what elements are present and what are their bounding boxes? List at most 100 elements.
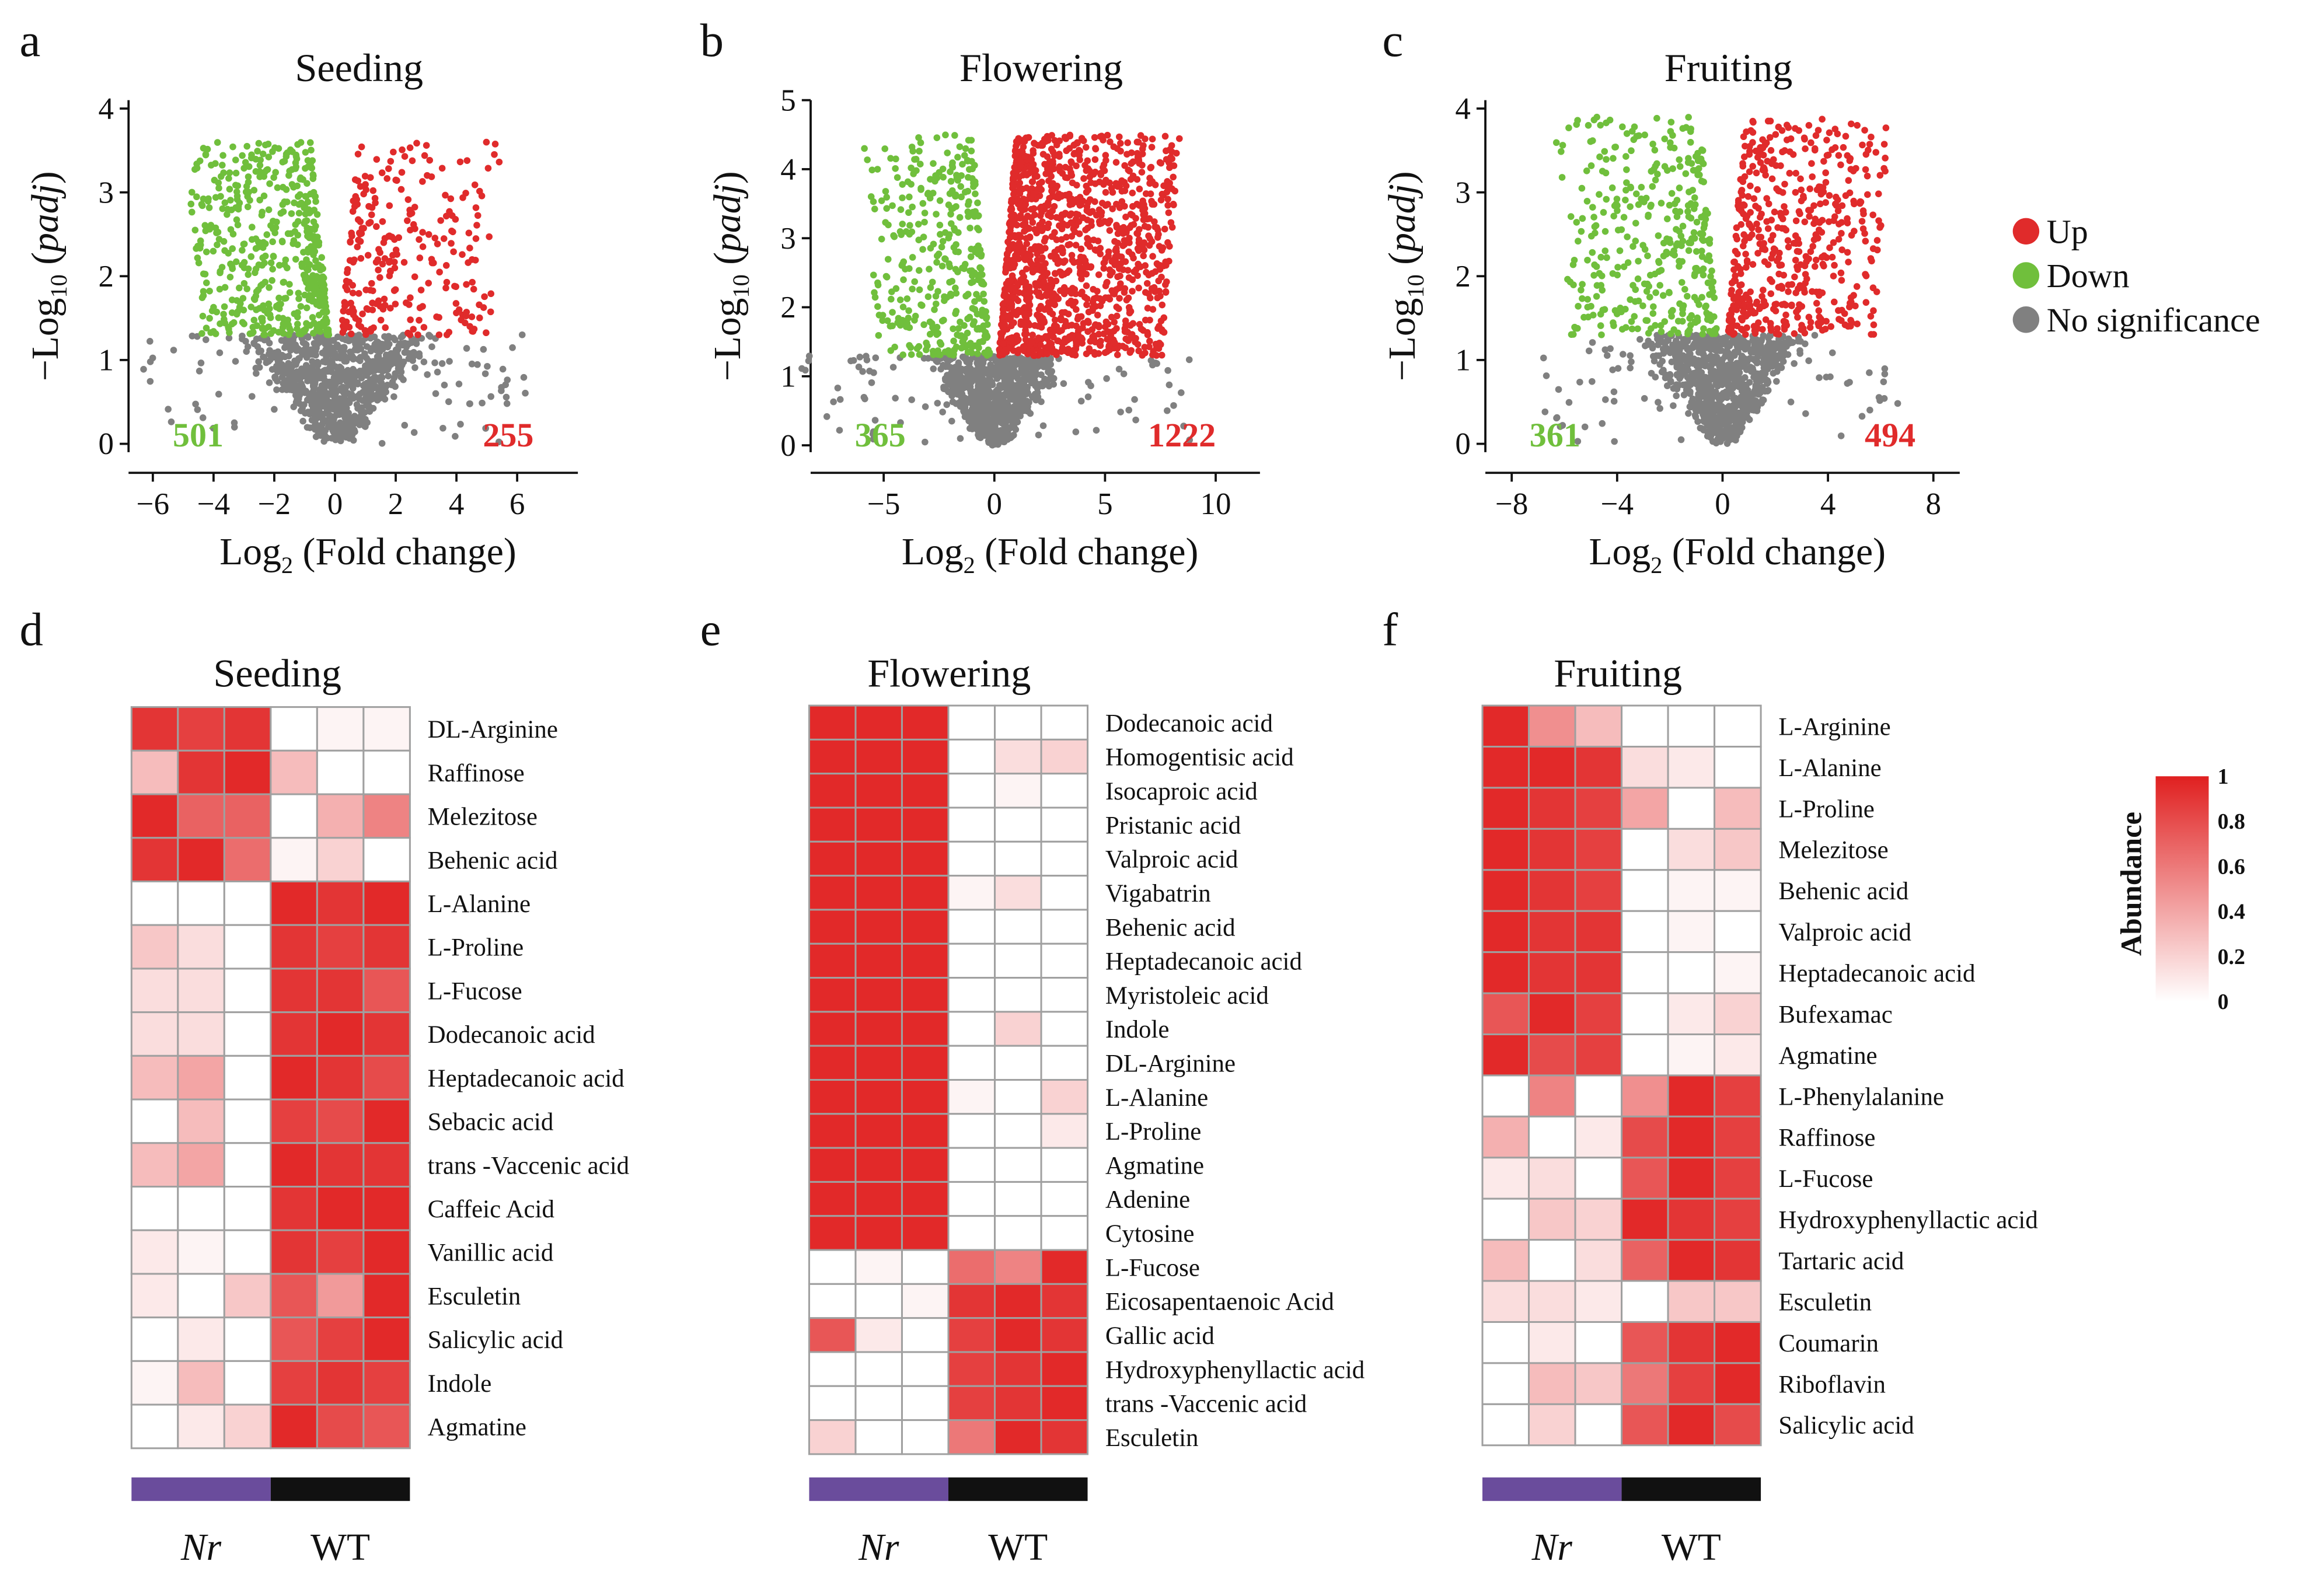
up-count: 255 [483,416,533,454]
up-point [1098,219,1105,227]
ns-point [479,399,486,407]
down-point [254,148,261,155]
ns-point [969,425,976,432]
up-point [1017,162,1024,170]
ns-point [323,354,330,361]
up-point [383,175,391,182]
ns-point [285,359,292,367]
up-point [1027,288,1034,296]
ns-point [367,347,375,355]
ns-point [404,341,412,348]
ns-point [981,398,988,406]
up-point [997,330,1005,337]
ns-point [382,351,390,359]
up-point [448,240,455,247]
down-point [968,267,975,274]
up-point [1115,284,1123,292]
ns-point [351,428,358,435]
ns-point [949,398,957,406]
ns-point [1765,350,1773,357]
up-point [398,169,406,176]
up-point [1087,218,1095,225]
down-point [959,338,966,345]
up-point [411,204,418,211]
down-point [926,330,934,338]
up-point [1084,240,1091,247]
up-count: 1222 [1148,416,1216,454]
down-point [975,226,982,233]
ns-point [399,341,406,349]
ns-point [285,352,292,359]
up-point [442,284,449,292]
up-point [360,190,367,198]
up-point [1050,165,1058,173]
ns-point [197,359,205,366]
x-tick-label: −4 [197,487,230,521]
up-point [1149,253,1156,260]
ns-point [250,340,258,347]
up-point [1146,337,1153,345]
up-point [1162,289,1170,296]
up-point [1129,320,1137,327]
ns-point [271,406,278,413]
y-axis-label: −Log10 (padj) [25,171,72,381]
down-point [944,149,951,156]
up-point [1135,157,1143,164]
ns-point [1729,434,1737,441]
up-point [425,231,432,238]
up-point [1095,322,1102,329]
up-point [361,173,369,180]
down-point [952,241,959,248]
ns-point [376,384,383,392]
ns-point [1178,389,1185,396]
up-point [1038,256,1045,263]
ns-point [168,418,175,425]
down-point [967,253,975,260]
down-point [202,151,210,158]
up-point [1014,347,1022,354]
down-point [245,163,253,170]
down-point [875,312,883,319]
down-point [888,288,895,295]
up-point [1034,311,1041,319]
up-point [1034,173,1041,180]
x-tick-label: 8 [1925,487,1941,521]
up-point [1058,316,1065,324]
ns-point [306,397,313,404]
up-point [1031,140,1038,147]
down-point [245,173,252,180]
up-point [1140,252,1147,260]
ns-point [1014,375,1021,382]
down-point [322,315,329,322]
down-point [900,258,908,266]
down-point [247,303,255,310]
down-point [304,260,311,267]
ns-point [980,413,987,421]
ns-point [1041,376,1048,383]
up-point [1123,151,1130,158]
up-point [381,235,389,242]
up-point [1013,150,1020,157]
down-point [256,168,263,175]
ns-point [1627,364,1634,372]
up-point [404,217,411,224]
down-point [938,263,946,270]
up-point [999,301,1007,308]
ns-point [503,393,510,401]
up-point [1067,289,1075,297]
down-point [275,261,283,269]
ns-point [311,377,319,385]
up-point [368,204,376,211]
down-point [976,271,983,279]
down-point [934,330,942,337]
up-point [1129,189,1136,197]
ns-point [1730,361,1737,369]
down-point [980,291,987,298]
down-point [949,163,957,171]
up-point [1106,227,1114,234]
ns-point [350,376,358,384]
ns-point [947,364,954,371]
down-point [203,324,210,331]
ns-point [316,374,323,382]
down-point [254,286,262,294]
